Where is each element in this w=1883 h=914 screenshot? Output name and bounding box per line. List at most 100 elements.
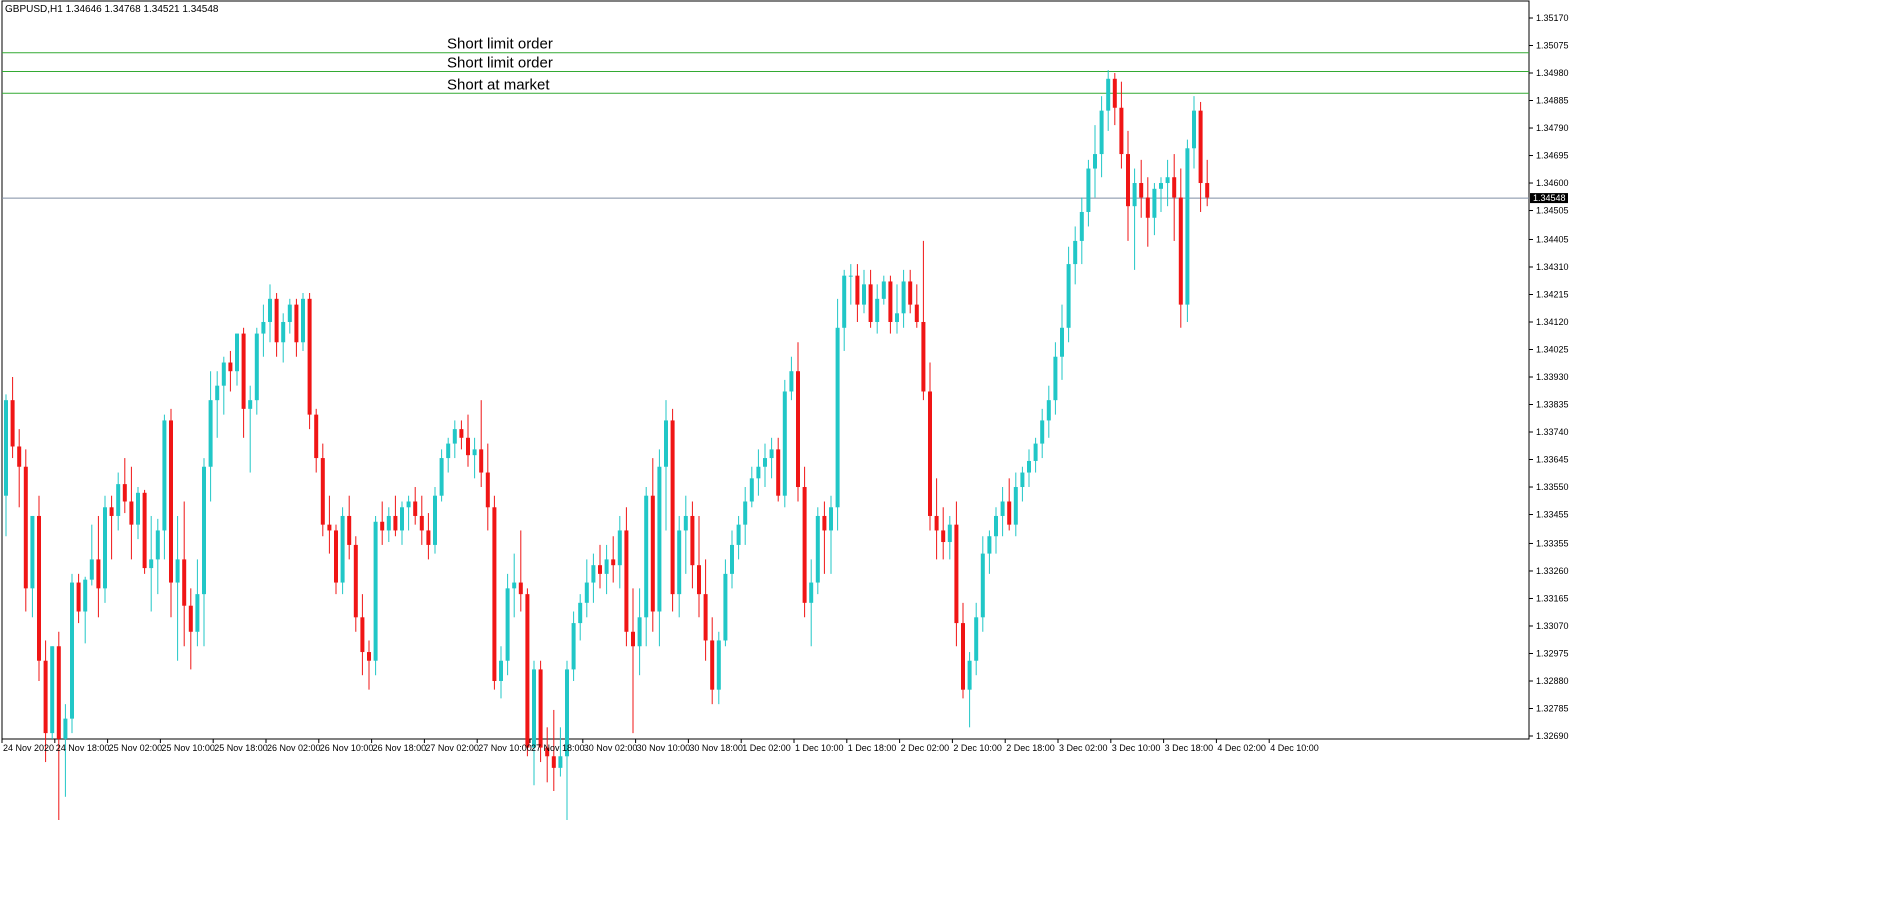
- candle: [1013, 472, 1018, 537]
- x-tick-label: 2 Dec 18:00: [1006, 743, 1055, 753]
- candle: [446, 437, 451, 473]
- y-tick-label: 1.33355: [1536, 538, 1569, 548]
- candle: [248, 385, 253, 473]
- candle: [815, 507, 820, 595]
- candle: [103, 495, 107, 603]
- candle: [545, 727, 550, 783]
- candle: [1152, 183, 1157, 236]
- y-tick-label: 1.34405: [1536, 234, 1569, 244]
- candle: [974, 602, 979, 676]
- candle-body: [749, 478, 754, 502]
- candle-body: [1192, 110, 1196, 149]
- candle: [10, 377, 15, 459]
- y-tick-label: 1.32690: [1536, 731, 1569, 741]
- candle: [578, 594, 583, 641]
- candle-body: [182, 559, 187, 606]
- x-tick-label: 3 Dec 10:00: [1112, 743, 1161, 753]
- candle-body: [281, 321, 286, 343]
- candle-body: [796, 371, 800, 488]
- candle-body: [235, 333, 239, 372]
- candle-body: [301, 298, 305, 343]
- candle: [439, 449, 444, 502]
- candle-body: [307, 298, 312, 415]
- candle-body: [221, 362, 226, 386]
- x-tick-label: 24 Nov 2020: [3, 743, 54, 753]
- candle: [1033, 437, 1038, 473]
- candle: [670, 408, 675, 612]
- candle-body: [617, 530, 622, 566]
- candle-body: [505, 588, 510, 661]
- candle-body: [149, 559, 154, 569]
- y-tick-label: 1.32880: [1536, 676, 1569, 686]
- candle-body: [664, 420, 668, 467]
- x-tick-label: 25 Nov 10:00: [161, 743, 215, 753]
- y-tick-label: 1.34695: [1536, 151, 1569, 161]
- candle-body: [1066, 264, 1071, 328]
- candle-body: [347, 515, 352, 545]
- candle-body: [155, 530, 160, 560]
- candle: [730, 530, 734, 589]
- candle: [129, 466, 134, 560]
- candle-body: [1040, 420, 1045, 444]
- candle-body: [829, 507, 833, 531]
- candle-body: [96, 559, 101, 589]
- candle: [961, 602, 965, 699]
- y-tick-label: 1.34215: [1536, 289, 1569, 299]
- candle-body: [657, 466, 662, 612]
- candle-body: [611, 559, 616, 566]
- candle: [743, 487, 748, 545]
- candle: [584, 559, 589, 618]
- y-tick-label: 1.33165: [1536, 593, 1569, 603]
- candle: [261, 304, 266, 357]
- x-tick-label: 4 Dec 10:00: [1270, 743, 1319, 753]
- candle: [571, 611, 576, 681]
- candle-body: [23, 466, 28, 589]
- candle-body: [842, 275, 847, 328]
- candle: [202, 458, 206, 647]
- candle-body: [855, 275, 860, 305]
- candle-body: [215, 385, 220, 401]
- candle: [169, 408, 173, 618]
- candle-body: [868, 284, 873, 322]
- candle: [842, 269, 847, 351]
- y-tick-label: 1.33070: [1536, 621, 1569, 631]
- y-tick-label: 1.33455: [1536, 510, 1569, 520]
- candle: [499, 646, 503, 699]
- candle: [400, 501, 404, 545]
- y-tick-label: 1.34505: [1536, 206, 1569, 216]
- y-tick-label: 1.34310: [1536, 262, 1569, 272]
- candle-body: [419, 515, 424, 531]
- candle: [928, 362, 932, 531]
- candle: [241, 327, 246, 438]
- candle-body: [499, 660, 503, 681]
- candle: [848, 264, 853, 305]
- candle-body: [1106, 78, 1111, 111]
- level-label: Short at market: [447, 76, 550, 93]
- candle: [1172, 154, 1177, 241]
- y-tick-label: 1.34025: [1536, 344, 1569, 354]
- candle: [1119, 81, 1124, 169]
- candle-body: [169, 420, 173, 583]
- candle-body: [815, 515, 820, 583]
- candle: [1053, 342, 1058, 415]
- candle-body: [175, 559, 180, 583]
- candle: [987, 530, 992, 574]
- candle-body: [89, 559, 94, 580]
- candle: [895, 284, 899, 334]
- candle: [551, 709, 556, 792]
- candle-body: [888, 281, 893, 322]
- candle-body: [142, 492, 147, 569]
- candle: [855, 264, 860, 322]
- candle-body: [248, 400, 253, 409]
- candle: [1145, 177, 1150, 247]
- candle-body: [908, 281, 913, 305]
- x-tick-label: 30 Nov 02:00: [584, 743, 638, 753]
- candle: [188, 588, 193, 670]
- candle-body: [83, 579, 88, 612]
- candle-body: [202, 466, 206, 595]
- candle-body: [987, 536, 992, 554]
- candle: [1000, 487, 1005, 537]
- candle-body: [360, 617, 365, 653]
- candle: [980, 536, 985, 632]
- candle: [881, 275, 886, 305]
